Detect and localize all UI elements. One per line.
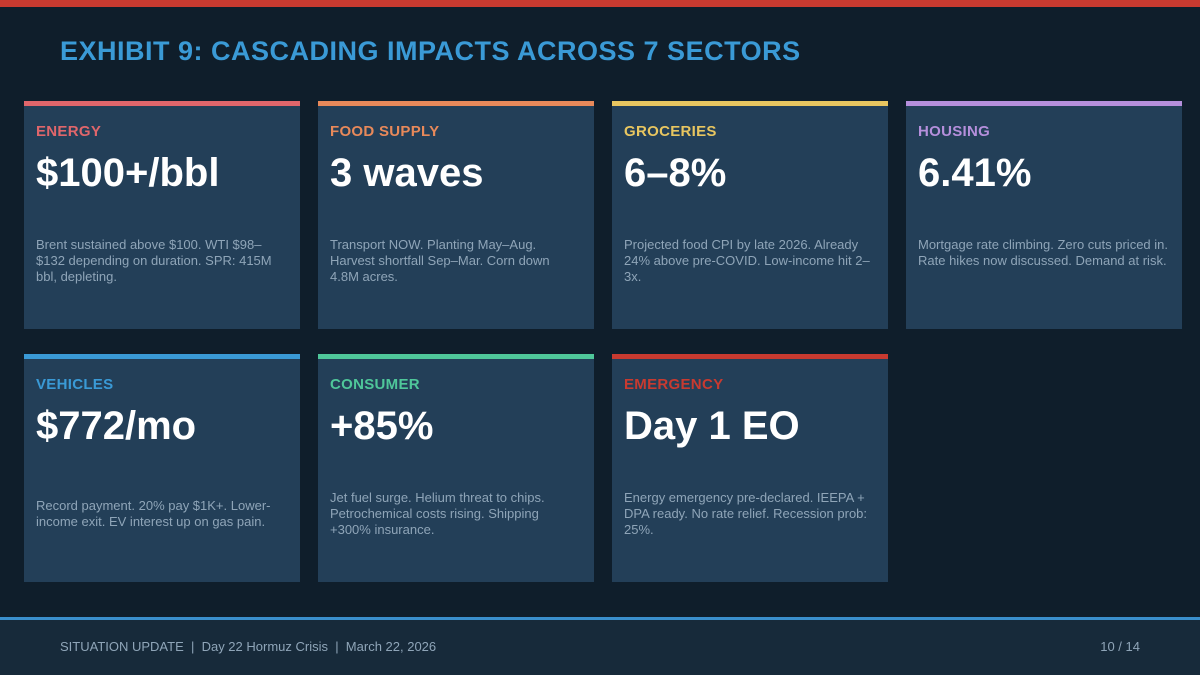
slide-title: EXHIBIT 9: CASCADING IMPACTS ACROSS 7 SE… xyxy=(60,36,801,66)
card-description: Projected food CPI by late 2026. Already… xyxy=(624,237,870,284)
card-description: Record payment. 20% pay $1K+. Lower-inco… xyxy=(36,498,271,529)
card-label: FOOD SUPPLY xyxy=(330,123,440,140)
card-label: EMERGENCY xyxy=(624,376,724,393)
card-value: $772/mo xyxy=(36,404,197,448)
card-label: GROCERIES xyxy=(624,123,717,140)
card-value: $100+/bbl xyxy=(36,151,220,195)
sector-card-energy: ENERGY $100+/bbl Brent sustained above $… xyxy=(24,101,300,329)
card-value: 6–8% xyxy=(624,151,727,195)
sector-card-emergency: EMERGENCY Day 1 EO Energy emergency pre-… xyxy=(612,354,888,582)
footer-divider xyxy=(0,617,1200,620)
card-value: 6.41% xyxy=(918,151,1032,195)
page-number: 10 / 14 xyxy=(1100,639,1140,654)
card-label: VEHICLES xyxy=(36,376,114,393)
card-description: Jet fuel surge. Helium threat to chips. … xyxy=(330,490,545,537)
sector-card-groceries: GROCERIES 6–8% Projected food CPI by lat… xyxy=(612,101,888,329)
card-value: Day 1 EO xyxy=(624,404,800,448)
top-accent-bar xyxy=(0,0,1200,7)
sector-card-housing: HOUSING 6.41% Mortgage rate climbing. Ze… xyxy=(906,101,1182,329)
card-description: Transport NOW. Planting May–Aug. Harvest… xyxy=(330,237,550,284)
sector-card-vehicles: VEHICLES $772/mo Record payment. 20% pay… xyxy=(24,354,300,582)
footer: SITUATION UPDATE | Day 22 Hormuz Crisis … xyxy=(0,620,1200,675)
card-description: Mortgage rate climbing. Zero cuts priced… xyxy=(918,237,1168,268)
card-label: ENERGY xyxy=(36,123,102,140)
card-value: 3 waves xyxy=(330,151,484,195)
card-value: +85% xyxy=(330,404,434,448)
card-description: Brent sustained above $100. WTI $98–$132… xyxy=(36,237,272,284)
card-description: Energy emergency pre-declared. IEEPA + D… xyxy=(624,490,868,537)
sector-card-food-supply: FOOD SUPPLY 3 waves Transport NOW. Plant… xyxy=(318,101,594,329)
footer-info: SITUATION UPDATE | Day 22 Hormuz Crisis … xyxy=(60,639,437,654)
sector-card-consumer: CONSUMER +85% Jet fuel surge. Helium thr… xyxy=(318,354,594,582)
card-label: HOUSING xyxy=(918,123,991,140)
card-label: CONSUMER xyxy=(330,376,420,393)
